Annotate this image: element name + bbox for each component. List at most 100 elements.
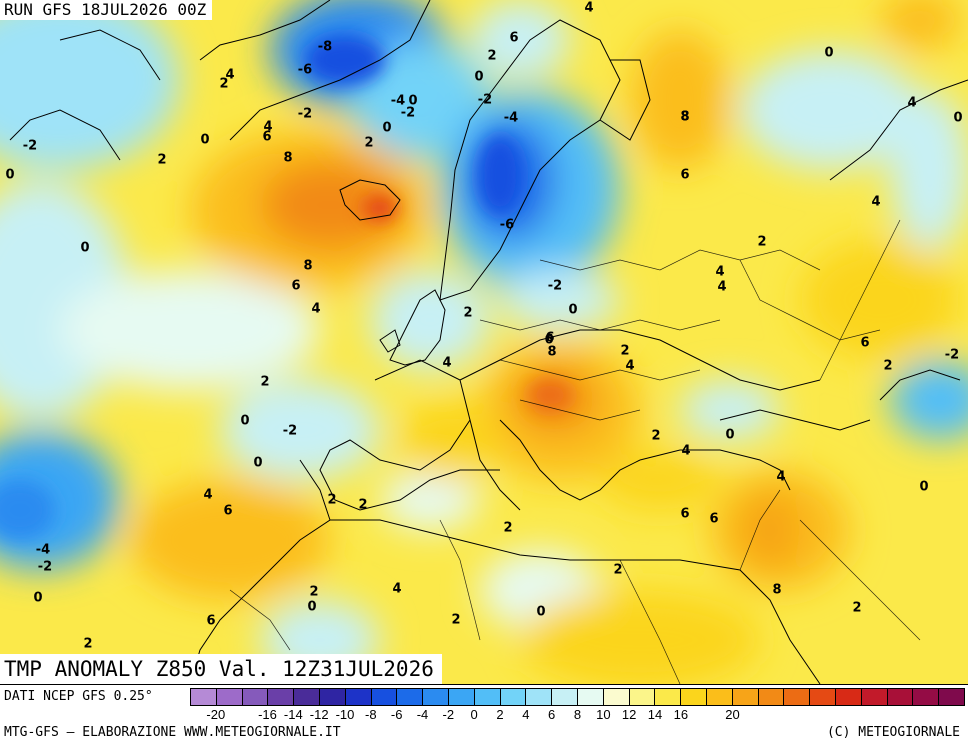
isoline-label: 2 [852,601,861,616]
isoline-label: -4 [504,111,518,126]
isoline-label: 2 [651,429,660,444]
color-swatch [939,689,964,705]
isoline-label: 0 [536,605,545,620]
isoline-label: -2 [478,93,492,108]
isoline-label: 0 [80,241,89,256]
model-run-label: RUN GFS 18JUL2026 00Z [0,0,213,20]
isoline-label: 8 [680,110,689,125]
color-scale-tick-label: -8 [365,707,377,722]
isoline-label: -4 [36,543,50,558]
color-swatch [758,689,785,705]
isoline-label: 2 [364,136,373,151]
isoline-label: 4 [584,1,593,16]
isoline-label: 6 [709,512,718,527]
isoline-label: 0 [307,600,316,615]
anomaly-field [0,0,968,684]
color-swatch [345,689,372,705]
color-swatch [861,689,888,705]
color-scale-tick-label: 6 [548,707,556,722]
anomaly-map: -8 -6 -4 -2 -2 -4 -6 -2 -2 0 0 2 2 4 4 6… [0,0,968,684]
color-scale-tick-label: 8 [573,707,582,722]
color-scale-tick-label: -6 [390,707,403,722]
color-scale-tick-label: 4 [522,707,530,722]
product-validity-label: TMP ANOMALY Z850 Val. 12Z31JUL2026 [0,654,442,684]
color-swatch [810,689,836,705]
map-canvas: -8 -6 -4 -2 -2 -4 -6 -2 -2 0 0 2 2 4 4 6… [0,0,968,684]
isoline-label: -2 [283,424,297,439]
isoline-label: -2 [23,139,37,154]
color-scale-tick-label: -12 [309,707,329,722]
isoline-label: 6 [680,507,689,522]
color-scale-tick-label: -10 [335,707,355,722]
isoline-label: 2 [503,521,512,536]
color-swatch [784,689,811,705]
color-swatch [268,689,295,705]
isoline-label: 6 [545,331,554,346]
color-scale-bar [190,688,965,706]
color-swatch [371,689,398,705]
color-scale-tick-label: 10 [596,707,611,722]
isoline-label: -2 [38,560,52,575]
anomaly-cores [0,35,572,540]
color-swatch [577,689,604,705]
isoline-label: 0 [253,456,262,471]
isoline-label: -2 [401,106,415,121]
color-scale-tick-label: -4 [416,707,429,722]
isoline-label: 0 [474,70,483,85]
isoline-label: 4 [625,359,634,374]
isoline-labels: -8 -6 -4 -2 -2 -4 -6 -2 -2 0 0 2 2 4 4 6… [5,1,962,652]
isoline-label: 6 [544,333,553,348]
legend-footer-panel: DATI NCEP GFS 0.25° -20 -16 -14 -12 -10 -8 -6-… [0,684,968,745]
color-swatch [294,689,320,705]
isoline-label: 0 [200,133,209,148]
isoline-label: -2 [945,348,959,363]
isoline-label: 4 [311,302,320,317]
coastlines [9,0,968,684]
color-scale-ticks: -20 -16 -14 -12 -10 -8 -6 -4 -2 0 2 4 6 8 10 12 14 16 20 [190,707,965,723]
isoline-label: 4 [263,120,272,135]
isoline-label: 8 [680,110,689,125]
isoline-label: -6 [298,63,312,78]
isoline-label: 2 [613,563,622,578]
isoline-label: 2 [358,498,367,513]
isoline-label: 6 [206,614,215,629]
color-scale-tick-label: 0 [470,707,478,722]
color-swatch [887,689,914,705]
isoline-label: 6 [262,130,271,145]
color-scale-tick-label: 20 [725,707,740,722]
isoline-label: 0 [824,46,833,61]
isoline-label: 2 [883,359,892,374]
isoline-label: 6 [680,168,689,183]
isoline-label: 4 [776,470,785,485]
credits-label: MTG-GFS — ELABORAZIONE WWW.METEOGIORNALE… [4,725,341,740]
isoline-label: 8 [283,151,292,166]
isoline-label: 4 [392,582,401,597]
color-swatch [681,689,707,705]
isoline-label: -4 [391,94,405,109]
color-swatch [629,689,656,705]
isoline-label: 0 [568,303,577,318]
isoline-label: 0 [408,94,417,109]
isoline-label: 8 [303,259,312,274]
isoline-label: 4 [442,356,451,371]
isoline-label: 2 [83,637,92,652]
isoline-label: -8 [318,40,332,55]
isoline-label: 4 [871,195,880,210]
isoline-label: 0 [382,121,391,136]
color-swatch [835,689,862,705]
color-scale-tick-label: 16 [673,707,689,722]
isoline-label: -6 [500,218,514,233]
isoline-label: 2 [463,306,472,321]
color-swatch [423,689,449,705]
color-swatch [732,689,759,705]
color-swatch [913,689,940,705]
borders [229,219,921,684]
isoline-label: 4 [717,280,726,295]
isoline-label: 4 [225,68,234,83]
isoline-label: 4 [715,265,724,280]
isoline-label: 8 [772,583,781,598]
color-swatch [319,689,346,705]
isoline-label: 2 [157,153,166,168]
data-source-label: DATI NCEP GFS 0.25° [4,689,153,704]
isoline-label: 6 [509,31,518,46]
